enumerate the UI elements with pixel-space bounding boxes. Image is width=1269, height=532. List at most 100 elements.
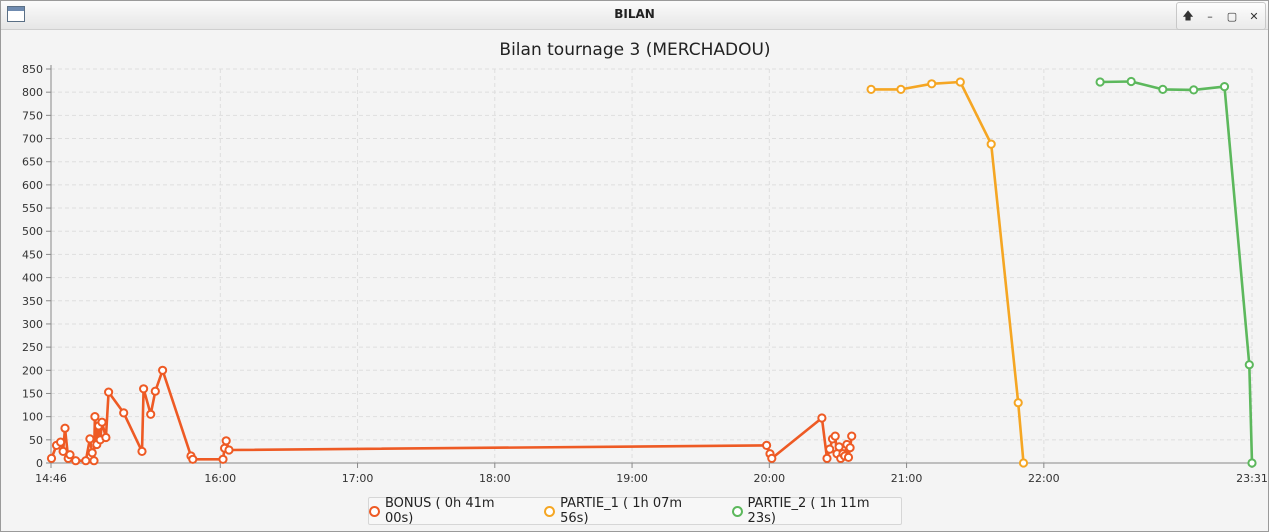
x-tick-label: 22:00 <box>1028 472 1060 485</box>
data-point[interactable] <box>830 431 840 441</box>
data-point[interactable] <box>85 434 95 444</box>
y-tick-label: 750 <box>22 109 43 122</box>
data-point[interactable] <box>1126 76 1136 87</box>
x-tick-label: 17:00 <box>342 472 374 485</box>
maximize-icon[interactable]: ▢ <box>1226 9 1238 23</box>
legend-label-partie-2: PARTIE_2 ( 1h 11m 23s) <box>747 496 870 526</box>
data-point[interactable] <box>137 446 147 456</box>
y-tick-label: 50 <box>29 434 43 447</box>
data-point[interactable] <box>139 384 149 394</box>
minimize-icon[interactable]: – <box>1207 9 1213 23</box>
data-point[interactable] <box>71 456 81 466</box>
data-point[interactable] <box>58 446 68 456</box>
y-tick-label: 850 <box>22 63 43 76</box>
series-0 <box>46 365 857 466</box>
data-point[interactable] <box>89 456 99 466</box>
data-point[interactable] <box>1244 360 1254 370</box>
x-tick-label: 16:00 <box>204 472 236 485</box>
y-tick-label: 650 <box>22 156 43 169</box>
data-point[interactable] <box>81 456 91 466</box>
line-chart: Bilan tournage 3 (MERCHADOU) 0 50 100 150 20… <box>22 40 1268 485</box>
data-point[interactable] <box>817 413 827 423</box>
data-point[interactable] <box>845 443 855 453</box>
y-tick-label: 250 <box>22 341 43 354</box>
x-tick-label: 21:00 <box>891 472 923 485</box>
y-tick-label: 500 <box>22 225 43 238</box>
data-point[interactable] <box>90 412 100 422</box>
chart-legend: BONUS ( 0h 41m 00s) PARTIE_1 ( 1h 07m 56… <box>368 496 902 526</box>
y-tick-label: 150 <box>22 387 43 400</box>
series-line <box>871 80 1025 464</box>
y-tick-label: 550 <box>22 202 43 215</box>
chart-grid <box>50 68 1253 464</box>
data-point[interactable] <box>224 445 234 455</box>
data-point[interactable] <box>65 450 75 460</box>
data-point[interactable] <box>150 386 160 396</box>
data-point[interactable] <box>1189 85 1199 95</box>
window-title: BILAN <box>614 7 655 21</box>
data-point[interactable] <box>866 84 876 95</box>
y-tick-label: 800 <box>22 86 43 99</box>
window-controls: 🡅 – ▢ ✕ <box>1176 2 1266 30</box>
data-point[interactable] <box>101 432 111 443</box>
data-point[interactable] <box>1247 458 1257 468</box>
y-tick-label: 450 <box>22 248 43 261</box>
data-point[interactable] <box>188 454 198 464</box>
data-point[interactable] <box>927 79 937 89</box>
data-point[interactable] <box>1158 84 1168 95</box>
data-point[interactable] <box>146 409 156 419</box>
legend-item-partie-2[interactable]: PARTIE_2 ( 1h 11m 23s) <box>731 496 901 526</box>
data-point[interactable] <box>218 454 228 464</box>
data-point[interactable] <box>822 453 832 463</box>
data-point[interactable] <box>119 408 129 418</box>
data-point[interactable] <box>60 423 70 433</box>
data-point[interactable] <box>896 84 906 95</box>
pin-up-icon[interactable]: 🡅 <box>1182 8 1194 22</box>
data-point[interactable] <box>986 139 996 149</box>
chart-title: Bilan tournage 3 (MERCHADOU) <box>499 40 770 60</box>
data-point[interactable] <box>158 365 168 375</box>
legend-label-bonus: BONUS ( 0h 41m 00s) <box>384 496 495 526</box>
x-tick-label: 23:31 <box>1236 472 1268 485</box>
close-icon[interactable]: ✕ <box>1249 9 1259 23</box>
legend-label-partie-1: PARTIE_1 ( 1h 07m 56s) <box>560 496 683 526</box>
data-point[interactable] <box>104 387 114 397</box>
y-tick-label: 350 <box>22 295 43 308</box>
legend-circle-icon <box>369 505 380 517</box>
data-point[interactable] <box>767 453 777 463</box>
data-point[interactable] <box>1219 82 1230 92</box>
data-point[interactable] <box>221 436 231 446</box>
data-point[interactable] <box>843 452 854 462</box>
data-point[interactable] <box>87 448 97 458</box>
data-point[interactable] <box>955 77 965 87</box>
y-tick-label: 700 <box>22 133 43 146</box>
series-2 <box>1095 76 1257 468</box>
data-point[interactable] <box>847 431 857 441</box>
app-window-icon <box>7 6 25 22</box>
y-tick-label: 600 <box>22 179 43 192</box>
legend-circle-icon <box>544 505 556 517</box>
x-tick-label: 20:00 <box>753 472 785 485</box>
legend-circle-icon <box>731 505 743 517</box>
y-tick-label: 100 <box>22 411 43 424</box>
data-point[interactable] <box>834 442 844 452</box>
legend-item-partie-1[interactable]: PARTIE_1 ( 1h 07m 56s) <box>544 496 713 526</box>
data-point[interactable] <box>46 453 57 463</box>
data-point[interactable] <box>1013 398 1023 408</box>
data-point[interactable] <box>1095 77 1105 87</box>
data-point[interactable] <box>97 417 107 427</box>
y-tick-label: 400 <box>22 272 43 285</box>
x-tick-label: 18:00 <box>479 472 511 485</box>
title-bar[interactable]: BILAN 🡅 – ▢ ✕ <box>1 1 1268 30</box>
chart-axes: 0 50 100 150 200 250 300 350 400 450 500 550 600 650 7… <box>22 63 1268 485</box>
legend-item-bonus[interactable]: BONUS ( 0h 41m 00s) <box>369 496 526 526</box>
y-tick-label: 300 <box>22 318 43 331</box>
series-1 <box>866 77 1029 468</box>
y-tick-label: 0 <box>36 457 43 470</box>
data-point[interactable] <box>825 444 835 454</box>
data-point[interactable] <box>1018 458 1029 468</box>
data-point[interactable] <box>56 437 66 447</box>
data-point[interactable] <box>762 440 772 450</box>
x-tick-label: 14:46 <box>35 472 67 485</box>
